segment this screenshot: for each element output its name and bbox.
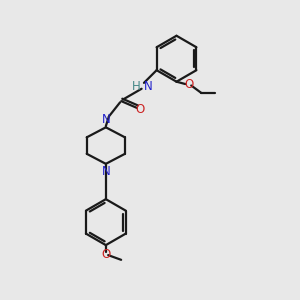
Text: O: O <box>101 248 110 261</box>
Text: N: N <box>101 113 110 126</box>
Text: N: N <box>144 80 153 93</box>
Text: N: N <box>101 165 110 178</box>
Text: O: O <box>136 103 145 116</box>
Text: O: O <box>184 78 194 91</box>
Text: H: H <box>132 80 140 93</box>
